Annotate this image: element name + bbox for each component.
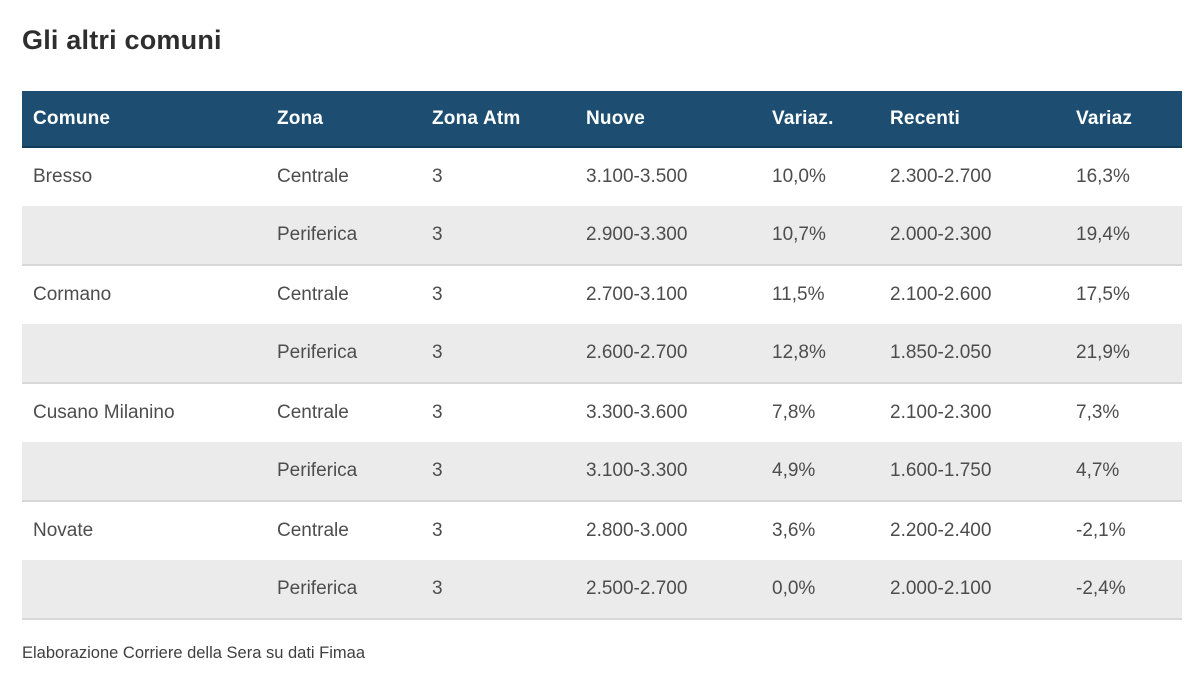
cell-zona-atm: 3 [421, 206, 575, 266]
cell-variaz-recenti: -2,4% [1065, 560, 1182, 620]
table-body: Bresso Centrale 3 3.100-3.500 10,0% 2.30… [22, 147, 1182, 620]
cell-nuove: 3.100-3.300 [575, 442, 761, 502]
cell-recenti: 2.200-2.400 [879, 501, 1065, 560]
cell-variaz-nuove: 7,8% [761, 383, 879, 442]
cell-recenti: 2.000-2.300 [879, 206, 1065, 266]
cell-zona-atm: 3 [421, 147, 575, 206]
header-cell-comune: Comune [22, 91, 266, 148]
cell-nuove: 2.600-2.700 [575, 324, 761, 384]
cell-recenti: 2.000-2.100 [879, 560, 1065, 620]
cell-recenti: 1.600-1.750 [879, 442, 1065, 502]
table-row: Periferica 3 2.600-2.700 12,8% 1.850-2.0… [22, 324, 1182, 384]
table-row: Bresso Centrale 3 3.100-3.500 10,0% 2.30… [22, 147, 1182, 206]
cell-variaz-recenti: -2,1% [1065, 501, 1182, 560]
cell-comune [22, 560, 266, 620]
cell-nuove: 3.300-3.600 [575, 383, 761, 442]
cell-comune: Cusano Milanino [22, 383, 266, 442]
cell-variaz-nuove: 3,6% [761, 501, 879, 560]
header-row: Comune Zona Zona Atm Nuove Variaz. Recen… [22, 91, 1182, 148]
cell-variaz-recenti: 16,3% [1065, 147, 1182, 206]
cell-recenti: 2.300-2.700 [879, 147, 1065, 206]
cell-zona: Centrale [266, 383, 421, 442]
cell-variaz-recenti: 4,7% [1065, 442, 1182, 502]
cell-variaz-nuove: 4,9% [761, 442, 879, 502]
header-cell-zona-atm: Zona Atm [421, 91, 575, 148]
table-row: Periferica 3 3.100-3.300 4,9% 1.600-1.75… [22, 442, 1182, 502]
cell-recenti: 2.100-2.300 [879, 383, 1065, 442]
table-row: Periferica 3 2.900-3.300 10,7% 2.000-2.3… [22, 206, 1182, 266]
table-header: Comune Zona Zona Atm Nuove Variaz. Recen… [22, 91, 1182, 148]
cell-comune [22, 324, 266, 384]
cell-variaz-nuove: 10,0% [761, 147, 879, 206]
cell-nuove: 2.700-3.100 [575, 265, 761, 324]
cell-variaz-nuove: 0,0% [761, 560, 879, 620]
cell-nuove: 2.900-3.300 [575, 206, 761, 266]
table-row: Periferica 3 2.500-2.700 0,0% 2.000-2.10… [22, 560, 1182, 620]
cell-zona: Periferica [266, 324, 421, 384]
cell-zona-atm: 3 [421, 442, 575, 502]
cell-variaz-recenti: 17,5% [1065, 265, 1182, 324]
source-note: Elaborazione Corriere della Sera su dati… [22, 644, 366, 662]
cell-zona-atm: 3 [421, 265, 575, 324]
cell-zona: Centrale [266, 147, 421, 206]
comuni-table: Comune Zona Zona Atm Nuove Variaz. Recen… [22, 91, 1182, 620]
cell-comune: Bresso [22, 147, 266, 206]
page-title: Gli altri comuni [22, 25, 222, 55]
cell-recenti: 1.850-2.050 [879, 324, 1065, 384]
cell-variaz-recenti: 7,3% [1065, 383, 1182, 442]
header-cell-variaz-recenti: Variaz [1065, 91, 1182, 148]
cell-variaz-nuove: 12,8% [761, 324, 879, 384]
cell-zona-atm: 3 [421, 501, 575, 560]
table-row: Cormano Centrale 3 2.700-3.100 11,5% 2.1… [22, 265, 1182, 324]
cell-variaz-recenti: 21,9% [1065, 324, 1182, 384]
table-row: Cusano Milanino Centrale 3 3.300-3.600 7… [22, 383, 1182, 442]
cell-variaz-recenti: 19,4% [1065, 206, 1182, 266]
cell-zona-atm: 3 [421, 560, 575, 620]
cell-zona-atm: 3 [421, 324, 575, 384]
cell-variaz-nuove: 10,7% [761, 206, 879, 266]
cell-comune [22, 442, 266, 502]
table-row: Novate Centrale 3 2.800-3.000 3,6% 2.200… [22, 501, 1182, 560]
cell-zona: Centrale [266, 265, 421, 324]
cell-comune: Cormano [22, 265, 266, 324]
cell-zona: Periferica [266, 560, 421, 620]
header-cell-recenti: Recenti [879, 91, 1065, 148]
cell-zona-atm: 3 [421, 383, 575, 442]
cell-comune [22, 206, 266, 266]
cell-zona: Centrale [266, 501, 421, 560]
cell-variaz-nuove: 11,5% [761, 265, 879, 324]
header-cell-variaz-nuove: Variaz. [761, 91, 879, 148]
cell-nuove: 3.100-3.500 [575, 147, 761, 206]
header-cell-nuove: Nuove [575, 91, 761, 148]
cell-nuove: 2.800-3.000 [575, 501, 761, 560]
cell-zona: Periferica [266, 206, 421, 266]
cell-nuove: 2.500-2.700 [575, 560, 761, 620]
cell-zona: Periferica [266, 442, 421, 502]
cell-recenti: 2.100-2.600 [879, 265, 1065, 324]
header-cell-zona: Zona [266, 91, 421, 148]
cell-comune: Novate [22, 501, 266, 560]
